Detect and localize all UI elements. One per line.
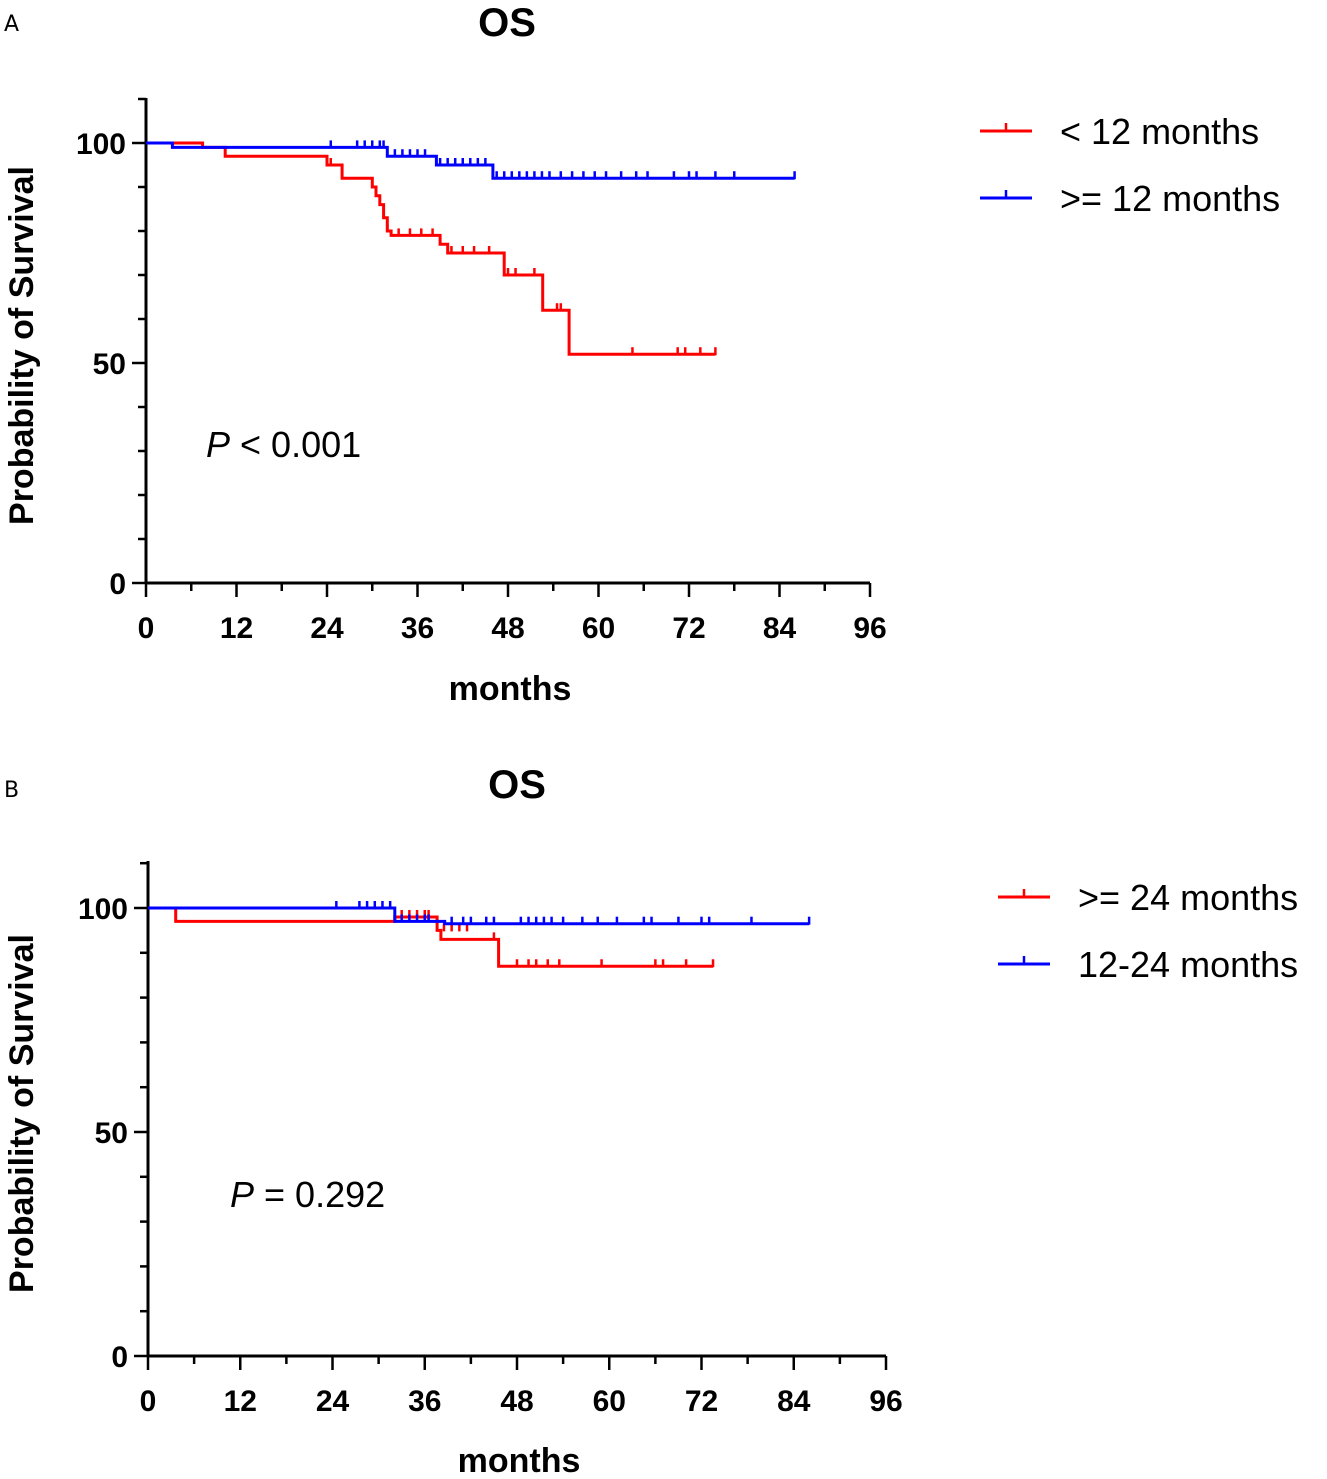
x-tick-label: 0	[138, 612, 155, 645]
x-tick-label: 60	[582, 612, 615, 645]
legend-label-1: < 12 months	[1060, 111, 1259, 152]
x-tick-label: 48	[500, 1385, 533, 1418]
x-axis-title: months	[458, 1442, 581, 1479]
km-curve-1	[146, 141, 716, 356]
x-tick-label: 60	[593, 1385, 626, 1418]
km-curve-2	[146, 141, 795, 180]
legend-label-2: 12-24 months	[1078, 944, 1298, 985]
y-tick-label: 100	[76, 128, 126, 161]
km-curve-1	[148, 906, 713, 968]
x-tick-label: 48	[491, 612, 524, 645]
x-tick-label: 84	[777, 1385, 811, 1418]
y-tick-label: 0	[111, 1341, 128, 1374]
y-tick-label: 100	[78, 893, 128, 926]
panel-label-a: A	[4, 12, 20, 37]
x-tick-label: 72	[685, 1385, 718, 1418]
chart-a: OS 0 50 100 0 12 24 36 48 60 72 84 96 months Probabili…	[3, 1, 1280, 708]
x-tick-label: 96	[869, 1385, 902, 1418]
chart-title: OS	[488, 763, 546, 807]
legend-label-1: >= 24 months	[1078, 877, 1298, 918]
x-tick-label: 72	[672, 612, 705, 645]
x-tick-label: 84	[763, 612, 797, 645]
x-tick-label: 36	[401, 612, 434, 645]
x-tick-label: 24	[316, 1385, 350, 1418]
chart-title: OS	[478, 1, 536, 45]
x-tick-label: 24	[310, 612, 344, 645]
x-tick-label: 12	[224, 1385, 257, 1418]
y-tick-label: 50	[95, 1117, 128, 1150]
x-tick-label: 12	[220, 612, 253, 645]
y-axis-title: Probability of Survival	[3, 166, 41, 525]
x-tick-label: 0	[140, 1385, 157, 1418]
km-curve-2	[148, 906, 810, 926]
y-tick-label: 50	[93, 348, 126, 381]
x-axis-title: months	[449, 670, 572, 708]
panel-label-b: B	[4, 778, 20, 803]
p-value-annotation: P = 0.292	[230, 1174, 385, 1215]
y-tick-label: 0	[109, 568, 126, 601]
legend-label-2: >= 12 months	[1060, 178, 1280, 219]
y-axis-title: Probability of Survival	[3, 934, 41, 1293]
x-tick-label: 36	[408, 1385, 441, 1418]
p-value-annotation: P < 0.001	[206, 424, 361, 465]
chart-b: OS 0 50 100 0 12 24 36 48 60 72 84 96 months Probabili…	[3, 763, 1298, 1479]
x-tick-label: 96	[853, 612, 886, 645]
